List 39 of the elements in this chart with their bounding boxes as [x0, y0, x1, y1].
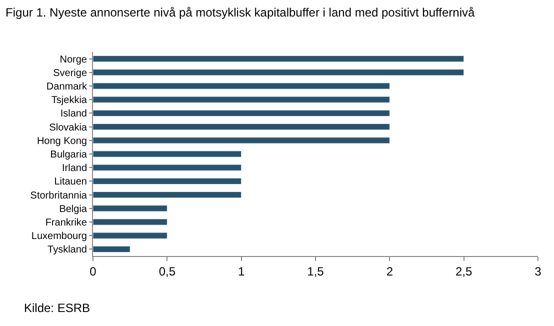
- x-tick-label: 1: [238, 264, 245, 278]
- bar: [93, 150, 242, 158]
- x-tick-label: 2: [386, 264, 394, 278]
- y-tick-label: Storbritannia: [30, 190, 88, 202]
- y-tick-label: Luxembourg: [31, 231, 87, 242]
- y-tick-label: Tyskland: [48, 244, 87, 256]
- bar: [93, 96, 390, 103]
- bar: [93, 123, 390, 130]
- bar: [93, 82, 390, 90]
- y-tick-label: Bulgaria: [50, 150, 88, 160]
- bar: [93, 55, 464, 62]
- bar: [93, 246, 130, 253]
- x-tick-label: 3: [534, 264, 542, 278]
- bar: [93, 69, 464, 76]
- bar: [93, 110, 390, 117]
- y-tick-label: Slovakia: [49, 122, 88, 134]
- bar: [93, 232, 168, 239]
- x-tick-label: 0,5: [158, 264, 176, 278]
- x-tick-label: 1,5: [307, 264, 324, 278]
- x-tick-label: 0: [90, 264, 97, 278]
- y-tick-label: Island: [60, 108, 87, 120]
- y-tick-label: Hong Kong: [36, 136, 87, 147]
- y-tick-label: Danmark: [46, 82, 88, 92]
- y-tick-label: Norge: [60, 54, 88, 66]
- chart-title: Figur 1. Nyeste annonserte nivå på motsyklisk kapitalbuffer i land med positivt buffernivå: [6, 6, 475, 20]
- bar: [93, 191, 242, 198]
- y-tick-label: Irland: [62, 163, 87, 174]
- text: Kilde: ESRB: [24, 301, 90, 315]
- y-tick-label: Frankrike: [45, 218, 88, 228]
- bar: [93, 178, 242, 185]
- bar: [93, 137, 390, 144]
- y-tick-label: Belgia: [59, 204, 88, 215]
- y-tick-label: Litauen: [54, 176, 87, 188]
- x-tick-label: 2,5: [455, 264, 472, 278]
- y-tick-label: Tsjekkia: [51, 95, 88, 106]
- bar: [93, 164, 242, 171]
- y-tick-label: Sverige: [53, 68, 88, 79]
- bar: [93, 218, 168, 226]
- bar: [93, 205, 168, 212]
